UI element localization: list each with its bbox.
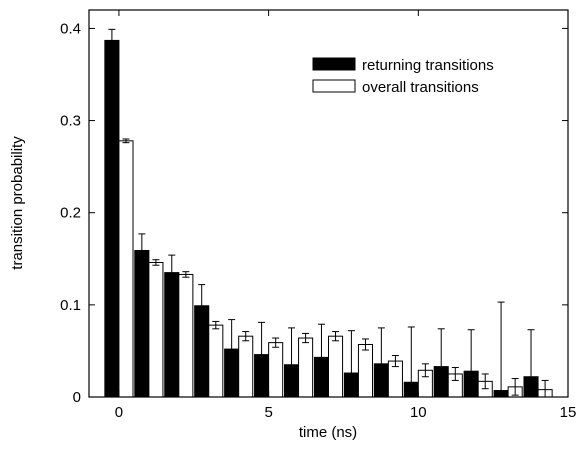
bar-returning-6 — [283, 364, 300, 398]
bar-overall-8 — [357, 343, 374, 398]
bar-overall-7 — [328, 335, 344, 398]
legend-swatch-overall — [312, 79, 356, 93]
y-tick-label-2: 0.2 — [60, 205, 81, 222]
legend: returning transitions overall transitions — [312, 57, 494, 96]
bar-returning-10 — [403, 381, 419, 398]
bar-returning-14 — [523, 376, 539, 398]
bar-overall-6 — [298, 337, 314, 398]
bar-overall-3 — [208, 324, 224, 398]
bar-returning-7 — [313, 356, 330, 398]
x-tick-label-5: 5 — [264, 404, 272, 421]
y-axis-label: transition probability — [9, 136, 26, 270]
ticks-layer: 0 5 10 15 0 0.1 0.2 0.3 0.4 — [60, 10, 576, 421]
bar-returning-8 — [343, 372, 359, 398]
y-tick-label-0: 0 — [73, 389, 81, 406]
legend-label-overall: overall transitions — [362, 79, 479, 96]
bar-returning-5 — [254, 354, 270, 398]
y-tick-label-3: 0.3 — [60, 113, 81, 130]
plot-frame — [88, 9, 569, 398]
bar-returning-9 — [373, 363, 389, 398]
bar-overall-2 — [178, 273, 194, 398]
bar-returning-4 — [224, 348, 240, 398]
bars-layer — [104, 39, 553, 398]
bar-overall-1 — [148, 261, 164, 398]
y-tick-label-4: 0.4 — [60, 20, 81, 37]
bar-returning-0 — [104, 39, 120, 398]
x-tick-label-15: 15 — [560, 404, 577, 421]
bar-returning-1 — [134, 249, 150, 398]
bar-returning-11 — [433, 366, 449, 398]
error-bars-layer — [108, 28, 549, 398]
bar-overall-4 — [238, 335, 254, 398]
bar-returning-3 — [194, 305, 210, 398]
y-tick-label-1: 0.1 — [60, 297, 81, 314]
legend-swatch-returning — [312, 57, 356, 71]
bar-returning-13 — [493, 390, 509, 398]
bar-overall-0 — [118, 140, 134, 398]
x-tick-label-0: 0 — [115, 404, 123, 421]
x-tick-label-10: 10 — [410, 404, 427, 421]
bar-overall-5 — [268, 342, 284, 398]
bar-returning-12 — [463, 370, 479, 398]
bar-returning-2 — [164, 272, 180, 398]
legend-label-returning: returning transitions — [362, 57, 494, 74]
x-axis-label: time (ns) — [299, 424, 357, 441]
